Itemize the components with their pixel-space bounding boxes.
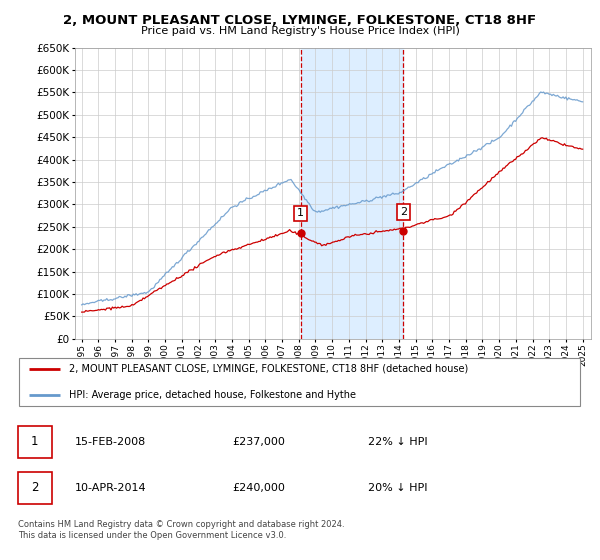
FancyBboxPatch shape (18, 426, 52, 458)
Bar (301, 48, 403, 339)
Text: £237,000: £237,000 (232, 437, 285, 447)
FancyBboxPatch shape (19, 358, 580, 406)
FancyBboxPatch shape (18, 472, 52, 503)
Text: £240,000: £240,000 (232, 483, 285, 493)
Text: 2: 2 (400, 207, 407, 217)
Text: 22% ↓ HPI: 22% ↓ HPI (368, 437, 427, 447)
Text: 2, MOUNT PLEASANT CLOSE, LYMINGE, FOLKESTONE, CT18 8HF: 2, MOUNT PLEASANT CLOSE, LYMINGE, FOLKES… (64, 14, 536, 27)
Text: 20% ↓ HPI: 20% ↓ HPI (368, 483, 427, 493)
Text: HPI: Average price, detached house, Folkestone and Hythe: HPI: Average price, detached house, Folk… (69, 390, 356, 400)
Text: 2, MOUNT PLEASANT CLOSE, LYMINGE, FOLKESTONE, CT18 8HF (detached house): 2, MOUNT PLEASANT CLOSE, LYMINGE, FOLKES… (69, 364, 468, 374)
Text: 15-FEB-2008: 15-FEB-2008 (74, 437, 146, 447)
Text: 1: 1 (297, 208, 304, 218)
Text: Price paid vs. HM Land Registry's House Price Index (HPI): Price paid vs. HM Land Registry's House … (140, 26, 460, 36)
Text: Contains HM Land Registry data © Crown copyright and database right 2024.
This d: Contains HM Land Registry data © Crown c… (18, 520, 344, 540)
Text: 1: 1 (31, 435, 38, 449)
Text: 2: 2 (31, 482, 38, 494)
Text: 10-APR-2014: 10-APR-2014 (74, 483, 146, 493)
